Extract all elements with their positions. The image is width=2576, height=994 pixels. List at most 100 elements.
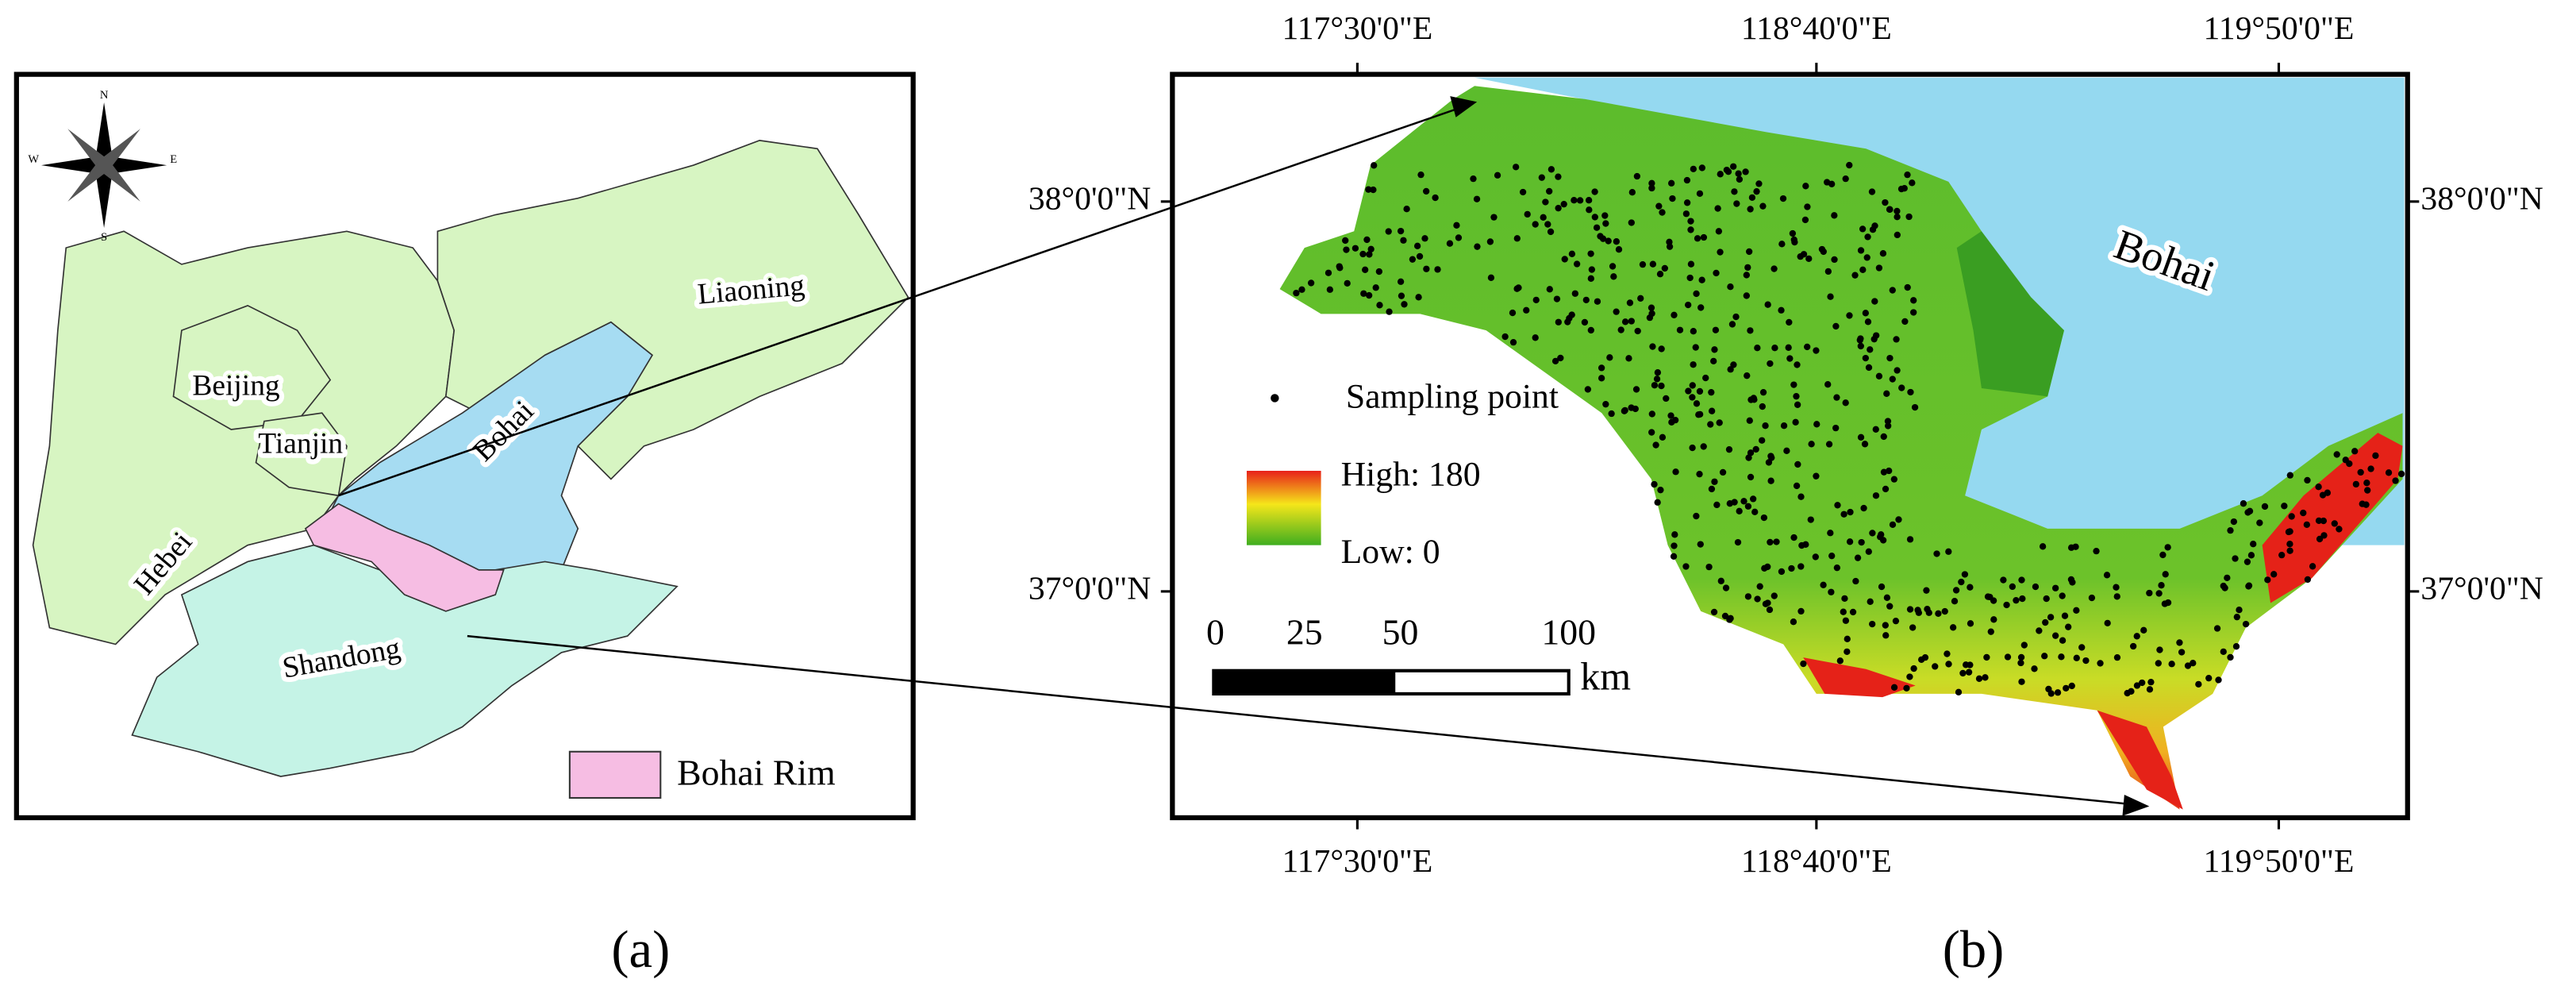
sampling-point (1717, 248, 1724, 256)
sampling-point (1708, 485, 1716, 493)
scale-label: 0 (1206, 612, 1225, 653)
sampling-point (1598, 364, 1605, 372)
sampling-point (1659, 433, 1667, 441)
sampling-point (1734, 538, 1742, 546)
sampling-point (1895, 516, 1902, 523)
sampling-point (1910, 297, 1917, 304)
sampling-point (1696, 471, 1703, 478)
sampling-point (1639, 260, 1647, 268)
sampling-point (1780, 422, 1788, 430)
sampling-point (1594, 298, 1601, 305)
sampling-point (1864, 233, 1871, 241)
sampling-point (1884, 418, 1892, 425)
sampling-point (1564, 318, 1571, 326)
sampling-point (1785, 344, 1792, 351)
sampling-point (1403, 206, 1410, 213)
arrowhead (2122, 795, 2150, 816)
sampling-point (1813, 472, 1820, 480)
sampling-point (1695, 411, 1702, 418)
sampling-point (1886, 354, 1894, 362)
sampling-point (1897, 185, 1905, 193)
sampling-point (1336, 264, 1344, 272)
sampling-point (1747, 206, 1754, 213)
sampling-point (1671, 311, 1678, 318)
sampling-point (1573, 260, 1581, 268)
sampling-point (1659, 209, 1666, 216)
sampling-point (1697, 304, 1705, 311)
sampling-point (1983, 653, 1990, 661)
sampling-point (2051, 584, 2059, 591)
sampling-point (1553, 295, 1561, 302)
sampling-point (2168, 661, 2175, 668)
sampling-point (1576, 197, 1584, 204)
sampling-point (1875, 264, 1883, 272)
sampling-point (1789, 229, 1797, 237)
sampling-point (2372, 452, 2379, 460)
sampling-point (2073, 607, 2080, 615)
sampling-point (1910, 665, 1917, 672)
sampling-point (1859, 266, 1867, 273)
sampling-point (1828, 588, 1835, 595)
sampling-point (1370, 186, 1377, 194)
lon-label: 119°50'0"E (2204, 10, 2355, 47)
sampling-point (1959, 669, 1967, 677)
sampling-point (1685, 387, 1692, 395)
sampling-point (1743, 292, 1750, 299)
high-value-area (2262, 433, 2403, 603)
sampling-point (1474, 243, 1481, 250)
arrow (467, 634, 2134, 806)
sampling-point (1711, 346, 1718, 353)
compass-label: W (28, 153, 39, 166)
sampling-point (2162, 571, 2169, 578)
sampling-point (2042, 618, 2049, 626)
sampling-point (1990, 616, 1997, 623)
sampling-point (1568, 250, 1576, 257)
sampling-point (2140, 626, 2147, 634)
sampling-point (2036, 627, 2043, 634)
sampling-point (1555, 205, 1562, 212)
sampling-point (1958, 578, 1965, 586)
sampling-point (1367, 245, 1375, 252)
sampling-point (1883, 594, 1891, 601)
sampling-point (2352, 480, 2360, 488)
sampling-point (1697, 541, 1704, 548)
sampling-point (1790, 381, 1797, 388)
sampling-point (1788, 564, 1795, 572)
sampling-point (2315, 517, 2323, 525)
sampling-point (1689, 444, 1696, 452)
sampling-point (2227, 653, 2234, 661)
sampling-point (1808, 441, 1815, 448)
sampling-point (2336, 526, 2343, 533)
sampling-point (1967, 584, 1974, 591)
sampling-point (1587, 326, 1594, 334)
sampling-point (1840, 608, 1847, 615)
sampling-point (1883, 390, 1890, 398)
sampling-point (1906, 673, 1913, 680)
sampling-point (1432, 194, 1439, 202)
sampling-point (1601, 212, 1609, 219)
sampling-point (2315, 484, 2322, 491)
sampling-point (1820, 248, 1827, 256)
sampling-point (1827, 293, 1834, 300)
legend-label: Sampling point (1346, 378, 1559, 416)
sampling-point (2397, 470, 2405, 478)
sampling-point (1783, 447, 1790, 455)
sampling-point (1945, 548, 1952, 555)
sampling-point (1652, 441, 1659, 449)
sampling-point (2300, 509, 2307, 517)
sampling-point (1762, 422, 1769, 430)
sampling-point (1732, 313, 1740, 321)
sampling-point (1793, 393, 1800, 400)
sampling-point (1753, 188, 1760, 195)
sampling-point (1581, 318, 1589, 326)
sampling-point (1865, 548, 1872, 555)
sampling-point (2244, 509, 2251, 516)
sampling-point (2072, 543, 2079, 550)
sampling-point (1731, 499, 1738, 506)
high-value-area (1803, 657, 1916, 698)
sampling-point (1765, 459, 1773, 466)
sampling-point (1886, 603, 1894, 610)
sampling-point (1602, 401, 1609, 408)
sampling-point (1599, 235, 1607, 242)
sampling-point (2031, 665, 2038, 672)
